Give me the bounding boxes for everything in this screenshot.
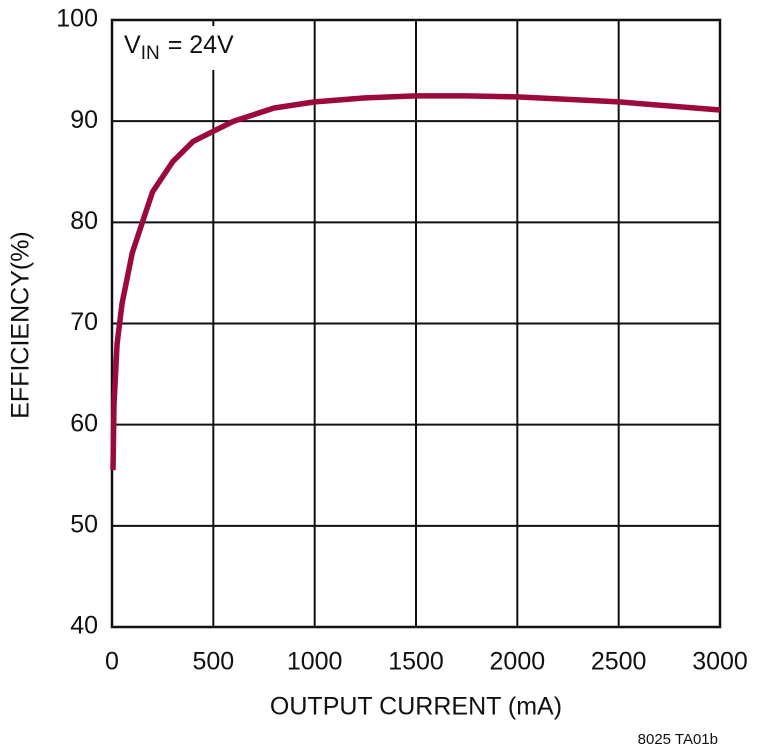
annotation: VIN = 24V [124,31,234,64]
y-tick-label: 100 [56,5,98,33]
y-tick-label: 80 [70,207,98,235]
annotation-suffix: = 24V [168,31,234,59]
y-tick-label: 90 [70,106,98,134]
x-tick-label: 0 [105,648,119,676]
annotation-background [118,26,276,70]
annotation-subscript: IN [141,43,160,64]
x-tick-label: 500 [192,648,234,676]
x-tick-label: 2000 [490,648,546,676]
y-tick-label: 70 [70,308,98,336]
y-axis-label: EFFICIENCY(%) [7,231,35,419]
x-tick-label: 3000 [692,648,748,676]
annotation-text: V [124,31,141,59]
footnote: 8025 TA01b [638,731,718,748]
x-tick-label: 2500 [591,648,647,676]
x-tick-label: 1000 [287,648,343,676]
y-tick-label: 40 [70,612,98,640]
x-tick-label: 1500 [388,648,444,676]
grid [111,19,721,628]
x-axis-label: OUTPUT CURRENT (mA) [270,693,562,721]
y-tick-label: 60 [70,409,98,437]
y-tick-label: 50 [70,510,98,538]
efficiency-curve [110,93,721,471]
